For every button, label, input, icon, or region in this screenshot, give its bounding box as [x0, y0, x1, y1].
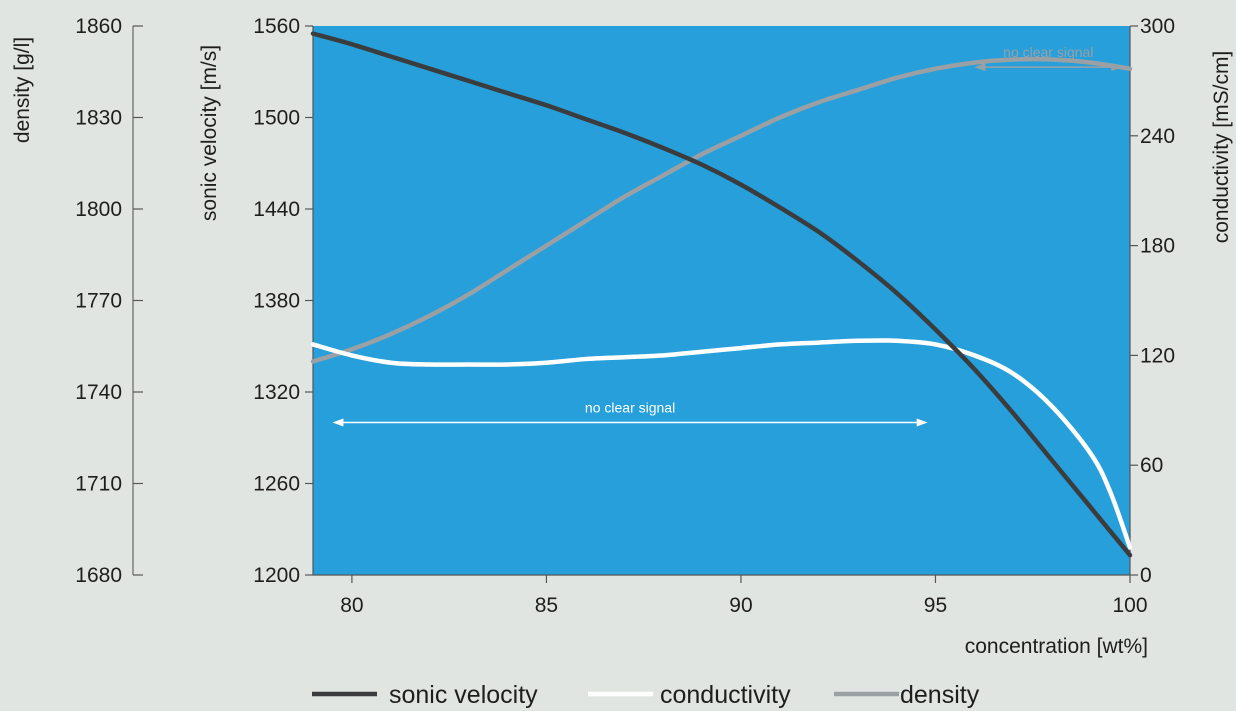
conductivity-tick-label: 120: [1140, 344, 1175, 367]
sonic-velocity-tick-label: 1380: [253, 290, 300, 313]
plot-area: [313, 26, 1130, 575]
conductivity-axis-title: conductivity [mS/cm]: [1210, 51, 1233, 244]
conductivity-tick-label: 60: [1140, 454, 1163, 477]
legend-label-conductivity: conductivity: [660, 681, 791, 709]
sonic-velocity-tick-label: 1440: [253, 198, 300, 221]
arrowhead-right-icon: [916, 418, 928, 427]
conductivity-line: [310, 338, 1133, 550]
sonic-velocity-tick-label: 1500: [253, 107, 300, 130]
x-axis: 80 85 90 95 100 concentration [wt%]: [313, 574, 1148, 658]
x-axis-title: concentration [wt%]: [965, 635, 1148, 658]
annotation-layer: no clear signal no clear signal: [332, 44, 1123, 427]
conductivity-tick-label: 240: [1140, 125, 1175, 148]
sonic-velocity-tick-label: 1320: [253, 381, 300, 404]
density-axis-title: density [g/l]: [11, 37, 34, 143]
legend-label-density: density: [900, 681, 980, 709]
legend: sonic velocity conductivity density: [312, 681, 980, 709]
arrowhead-left-icon: [332, 418, 344, 427]
density-tick-label: 1830: [75, 107, 122, 130]
conductivity-tick-label: 300: [1140, 15, 1175, 38]
conductivity-tick-label: 0: [1140, 564, 1152, 587]
conductivity-tick-label: 180: [1140, 235, 1175, 258]
legend-item-density: density: [834, 681, 980, 709]
sonic-velocity-axis-title: sonic velocity [m/s]: [198, 45, 221, 221]
density-tick-label: 1680: [75, 564, 122, 587]
x-tick-label: 95: [924, 594, 947, 617]
density-axis: 1680 1710 1740 1770 1800 1830 1860 density [g/…: [11, 15, 143, 587]
density-line: [310, 56, 1133, 364]
density-tick-label: 1860: [75, 15, 122, 38]
x-tick-label: 100: [1112, 594, 1147, 617]
density-tick-label: 1710: [75, 473, 122, 496]
annotation-label: no clear signal: [585, 400, 675, 416]
series-layer: [310, 31, 1133, 558]
density-tick-label: 1740: [75, 381, 122, 404]
conductivity-axis: 0 60 120 180 240 300 conductivity [mS/cm]: [1129, 15, 1233, 587]
annotation-label: no clear signal: [1003, 44, 1093, 60]
arrowhead-left-icon: [974, 63, 986, 72]
sonic-velocity-tick-label: 1560: [253, 15, 300, 38]
density-tick-label: 1800: [75, 198, 122, 221]
sonic-velocity-axis: 1200 1260 1320 1380 1440 1500 1560 sonic veloc…: [198, 15, 314, 587]
no-clear-signal-annotation: no clear signal: [974, 44, 1123, 72]
x-tick-label: 85: [535, 594, 558, 617]
legend-label-sonic-velocity: sonic velocity: [389, 681, 538, 709]
sonic-velocity-line: [310, 31, 1133, 558]
legend-item-sonic-velocity: sonic velocity: [312, 681, 538, 709]
no-clear-signal-annotation: no clear signal: [332, 400, 928, 427]
sonic-velocity-tick-label: 1200: [253, 564, 300, 587]
x-tick-label: 90: [729, 594, 752, 617]
density-tick-label: 1770: [75, 290, 122, 313]
legend-item-conductivity: conductivity: [588, 681, 791, 709]
x-tick-label: 80: [340, 594, 363, 617]
sonic-velocity-tick-label: 1260: [253, 473, 300, 496]
arrowhead-right-icon: [1111, 63, 1123, 72]
